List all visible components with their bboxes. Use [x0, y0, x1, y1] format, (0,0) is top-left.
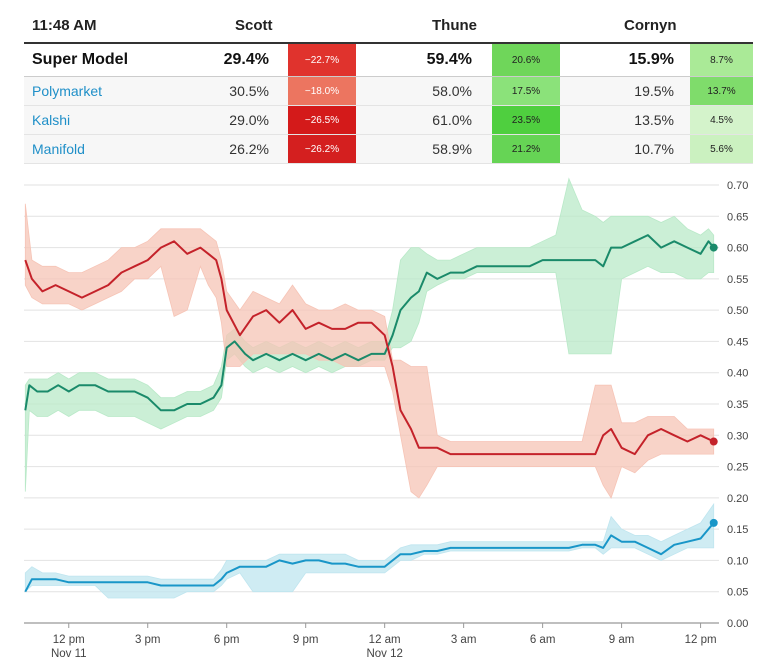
thune-prob: 58.9%: [432, 141, 472, 157]
table-header: 11:48 AM Scott Thune Cornyn: [24, 8, 753, 44]
scott-change-badge: −22.7%: [288, 44, 356, 76]
thune-change-badge: 23.5%: [492, 106, 560, 134]
cornyn-line: [24, 522, 715, 593]
x-tick-label: 6 am: [530, 634, 556, 646]
cornyn-change-badge: 4.5%: [690, 106, 753, 134]
y-tick-label: 0.05: [727, 587, 748, 599]
cornyn-prob: 13.5%: [634, 112, 674, 128]
x-tick-label: 9 pm: [293, 634, 319, 646]
x-tick-sublabel: Nov 11: [51, 648, 87, 660]
x-tick-sublabel: Nov 12: [366, 648, 402, 660]
scott-prob: 29.4%: [223, 51, 269, 68]
scott-line: [24, 240, 715, 456]
kalshi-link[interactable]: Kalshi: [32, 112, 71, 128]
y-tick-label: 0.70: [727, 180, 748, 192]
table-row: Super Model 29.4% 59.4% 15.9% −22.7% 20.6% 8.7…: [24, 44, 753, 77]
x-tick-label: 9 am: [609, 634, 635, 646]
y-tick-label: 0.35: [727, 399, 748, 411]
cornyn-prob: 10.7%: [634, 141, 674, 157]
x-tick-label: 12 pm: [53, 634, 85, 646]
y-tick-label: 0.15: [727, 524, 748, 536]
x-tick-label: 12 am: [369, 634, 401, 646]
scott-change-badge: −18.0%: [288, 77, 356, 105]
thune-prob: 58.0%: [432, 83, 472, 99]
table-row: Polymarket 30.5% 58.0% 19.5% −18.0% 17.5% 13.7…: [24, 77, 753, 106]
cornyn-endpoint: [709, 518, 718, 527]
thune-prob: 61.0%: [432, 112, 472, 128]
x-tick-label: 6 pm: [214, 634, 240, 646]
timestamp: 11:48 AM: [32, 17, 97, 34]
y-tick-label: 0.40: [727, 368, 748, 380]
x-tick-label: 3 pm: [135, 634, 161, 646]
y-tick-label: 0.20: [727, 493, 748, 505]
cornyn-range-band: [24, 502, 715, 599]
scott-prob: 26.2%: [229, 141, 269, 157]
cornyn-prob: 15.9%: [628, 51, 674, 68]
y-tick-label: 0.60: [727, 243, 748, 255]
scott-endpoint: [709, 437, 718, 446]
cornyn-change-badge: 5.6%: [690, 135, 753, 163]
table-row: Manifold 26.2% 58.9% 10.7% −26.2% 21.2% 5.6%: [24, 135, 753, 164]
y-tick-label: 0.10: [727, 555, 748, 567]
thune-change-badge: 21.2%: [492, 135, 560, 163]
cornyn-prob: 19.5%: [634, 83, 674, 99]
y-tick-label: 0.00: [727, 618, 748, 630]
thune-prob: 59.4%: [426, 51, 472, 68]
y-tick-label: 0.45: [727, 336, 748, 348]
y-tick-label: 0.25: [727, 462, 748, 474]
odds-chart: 0.00 0.05 0.10 0.15 0.20 0.25 0.30 0.35 0.40 0.45…: [24, 177, 748, 660]
cornyn-change-badge: 8.7%: [690, 44, 753, 76]
manifold-link[interactable]: Manifold: [32, 141, 85, 157]
x-tick-label: 3 am: [451, 634, 477, 646]
thune-line: [24, 234, 715, 412]
thune-endpoint: [709, 243, 718, 252]
scott-range-band: [24, 203, 715, 499]
row-label-super-model: Super Model: [32, 51, 129, 68]
col-header-thune: Thune: [432, 17, 477, 34]
cornyn-change-badge: 13.7%: [690, 77, 753, 105]
scott-prob: 30.5%: [229, 83, 269, 99]
table-row: Kalshi 29.0% 61.0% 13.5% −26.5% 23.5% 4.5%: [24, 106, 753, 135]
thune-change-badge: 17.5%: [492, 77, 560, 105]
x-tick-label: 12 pm: [685, 634, 717, 646]
col-header-cornyn: Cornyn: [624, 17, 677, 34]
scott-change-badge: −26.2%: [288, 135, 356, 163]
scott-change-badge: −26.5%: [288, 106, 356, 134]
odds-table: 11:48 AM Scott Thune Cornyn Super Model 2…: [24, 8, 753, 164]
y-tick-label: 0.55: [727, 274, 748, 286]
scott-prob: 29.0%: [229, 112, 269, 128]
y-tick-label: 0.65: [727, 211, 748, 223]
col-header-scott: Scott: [235, 17, 273, 34]
y-tick-label: 0.30: [727, 430, 748, 442]
y-tick-label: 0.50: [727, 305, 748, 317]
thune-change-badge: 20.6%: [492, 44, 560, 76]
polymarket-link[interactable]: Polymarket: [32, 83, 103, 99]
